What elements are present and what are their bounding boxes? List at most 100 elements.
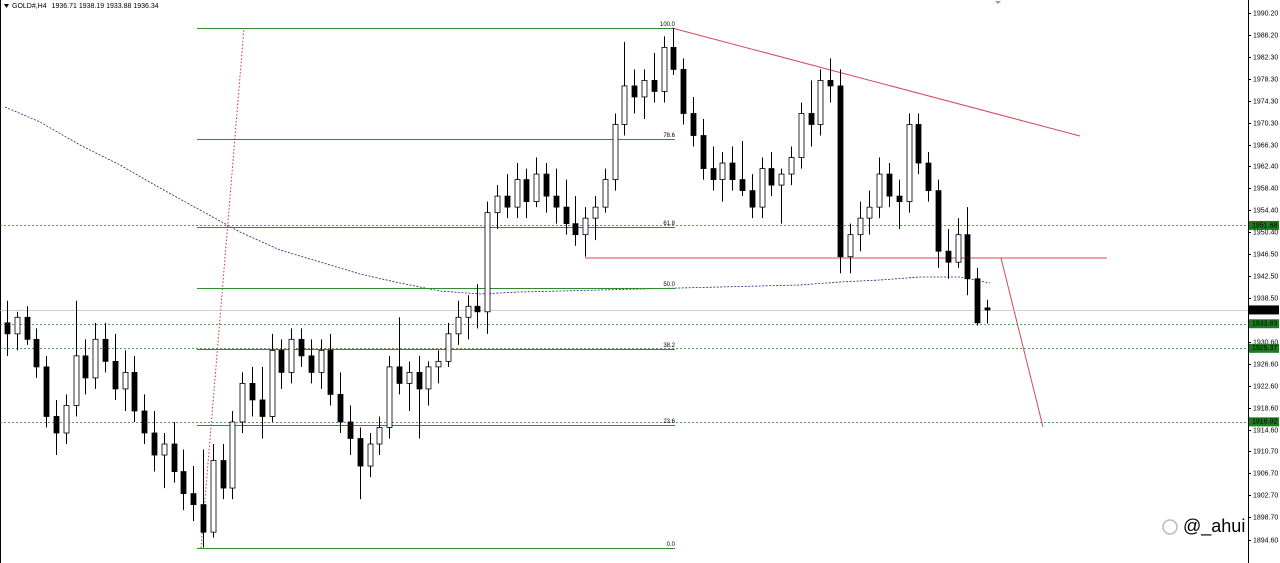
candle-body: [553, 195, 560, 208]
y-tick-label: 1986.20: [1253, 32, 1278, 39]
candle-body: [847, 234, 854, 258]
candle-body: [239, 383, 246, 423]
candle-body: [190, 493, 197, 506]
y-tick-label: 1966.30: [1253, 142, 1278, 149]
candle-body: [661, 46, 668, 92]
candle-body: [710, 168, 717, 180]
low: 1933.88: [106, 3, 131, 10]
candle-body: [857, 217, 864, 236]
candle-body: [592, 206, 599, 219]
candle-body: [102, 338, 109, 362]
y-tick-label: 1926.60: [1253, 361, 1278, 368]
candle-body: [749, 190, 756, 208]
candle-body: [308, 355, 315, 373]
candle-body: [396, 366, 403, 384]
price-line-box: [1249, 319, 1279, 329]
candle-body: [180, 471, 187, 494]
candle-body: [602, 179, 609, 208]
candle-body: [92, 338, 99, 379]
candle-body: [700, 135, 707, 169]
candle-body: [935, 190, 942, 252]
candle-body: [82, 355, 89, 379]
candle-body: [112, 360, 119, 390]
y-tick-label: 1958.40: [1253, 185, 1278, 192]
candle-body: [406, 371, 413, 384]
candle-body: [220, 460, 227, 489]
candle-body: [200, 504, 207, 533]
y-tick-label: 1910.70: [1253, 448, 1278, 455]
candle-body: [612, 124, 619, 180]
candle-body: [621, 85, 628, 125]
candle-body: [533, 173, 540, 203]
candle-body: [229, 421, 236, 489]
candle-body: [376, 427, 383, 445]
candle-body: [631, 85, 638, 98]
candle-body: [925, 162, 932, 192]
candle-body: [445, 333, 452, 362]
candle-body: [514, 179, 521, 208]
y-tick-label: 1962.40: [1253, 163, 1278, 170]
candle-body: [523, 179, 530, 203]
y-tick-label: 1982.30: [1253, 54, 1278, 61]
candle-body: [582, 217, 589, 236]
header-text: GOLD#,H4 1936.71 1938.19 1933.88 1936.34: [12, 3, 159, 10]
price-line-label: 1916.02: [1252, 419, 1277, 426]
last-price-label: 1936.34: [1252, 307, 1277, 314]
candle-body: [4, 322, 11, 335]
y-tick-label: 1894.60: [1253, 537, 1278, 544]
header-arrow: [4, 4, 9, 8]
candle-body: [759, 168, 766, 208]
candle-body: [357, 438, 364, 467]
candle-body: [974, 278, 981, 324]
candle-body: [690, 113, 697, 136]
candle-body: [866, 206, 873, 219]
candle-body: [318, 349, 325, 373]
candle-body: [259, 399, 266, 417]
fib-label: 100.0: [660, 22, 676, 28]
candle-body: [680, 69, 687, 114]
projection-line: [1000, 257, 1044, 428]
candle-body: [435, 360, 442, 368]
candle-body: [455, 316, 462, 335]
fib-label: 0.0: [667, 542, 676, 548]
candle-body: [122, 371, 129, 390]
candle-body: [484, 212, 491, 313]
candle-body: [817, 80, 824, 125]
candle-body: [416, 371, 423, 390]
candle-body: [269, 349, 276, 417]
candle-body: [288, 338, 295, 373]
candle-body: [778, 173, 785, 186]
price-line-box: [1249, 417, 1279, 427]
y-tick-label: 1922.60: [1253, 383, 1278, 390]
candle-body: [24, 316, 31, 340]
fib-label: 61.8: [663, 221, 675, 227]
candle-body: [161, 443, 168, 456]
candle-body: [572, 223, 579, 236]
candle-body: [367, 443, 374, 467]
high: 1938.19: [79, 3, 104, 10]
candle-body: [955, 234, 962, 263]
candle-body: [53, 416, 60, 434]
time-line: [200, 27, 245, 549]
candle-body: [151, 432, 158, 456]
candle-body: [964, 234, 971, 280]
candle-body: [896, 195, 903, 203]
candle-body: [504, 195, 511, 208]
header: GOLD#,H4 1936.71 1938.19 1933.88 1936.34: [4, 3, 159, 10]
candle-body: [641, 80, 648, 98]
candle-body: [945, 250, 952, 263]
price-line-label: 1951.68: [1252, 222, 1277, 229]
candle-body: [141, 410, 148, 434]
y-tick-label: 1946.50: [1253, 251, 1278, 258]
candle-body: [347, 421, 354, 439]
watermark-icon: [1162, 519, 1178, 535]
candle-body: [14, 316, 21, 335]
candle-body: [171, 443, 178, 472]
candle-body: [768, 168, 775, 186]
candle-body: [337, 394, 344, 423]
y-tick-label: 1902.70: [1253, 492, 1278, 499]
trend-line: [671, 27, 1081, 137]
candle-body: [798, 113, 805, 158]
last-price-box: [1249, 305, 1279, 315]
